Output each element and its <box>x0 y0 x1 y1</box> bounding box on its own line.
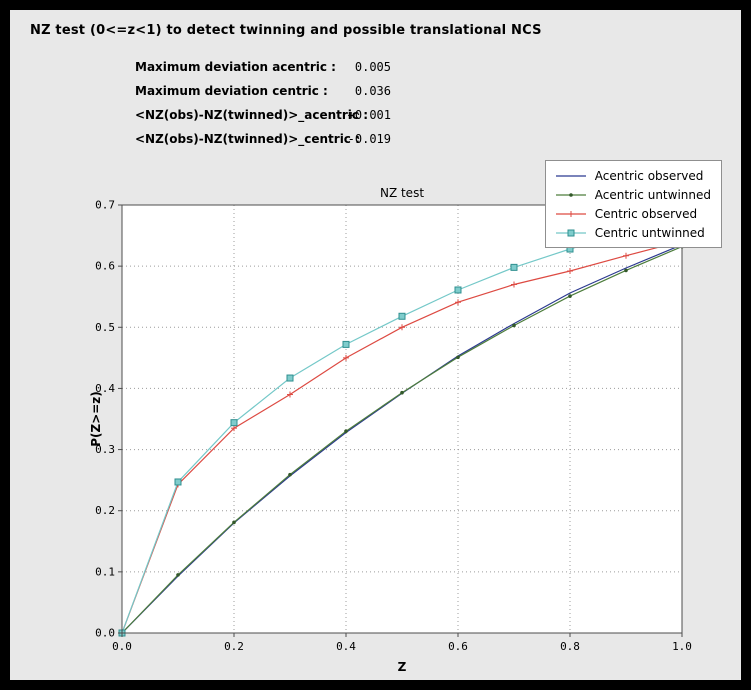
stat-label: Maximum deviation acentric : <box>135 60 336 74</box>
chart-legend: Acentric observed Acentric untwinned Centr… <box>544 160 722 248</box>
legend-label: Acentric observed <box>594 168 704 183</box>
legend-line-sample <box>555 210 586 217</box>
plot-area <box>122 205 682 633</box>
legend-label: Acentric untwinned <box>594 187 711 202</box>
stat-value: +0.001 <box>347 108 391 122</box>
plot-border <box>121 204 683 634</box>
legend-line-sample <box>555 174 586 177</box>
stat-row: Maximum deviation centric : 0.036 <box>135 78 391 102</box>
chart-title: NZ test <box>380 186 424 200</box>
y-tick-label: 0.3 <box>95 443 115 456</box>
nz-test-chart: 0.0 0.2 0.4 0.6 0.8 1.0 0.0 0.1 0.2 0.3 0.4 0.5 0.6 0… <box>90 186 692 674</box>
x-axis-label: Z <box>398 660 407 674</box>
legend-item: Acentric observed <box>554 166 711 185</box>
y-tick-label: 0.7 <box>95 199 115 212</box>
y-tick-label: 0.4 <box>95 382 115 395</box>
legend-item: Centric untwinned <box>554 223 711 242</box>
legend-label: Centric untwinned <box>594 225 705 240</box>
x-tick-label: 0.0 <box>112 640 132 653</box>
stat-row: <NZ(obs)-NZ(twinned)>_centric :-0.019 <box>135 126 391 150</box>
stat-label: <NZ(obs)-NZ(twinned)>_acentric : <box>135 108 368 122</box>
page-title: NZ test (0<=z<1) to detect twinning and … <box>30 23 542 38</box>
x-tick-label: 0.2 <box>224 640 244 653</box>
x-tick-label: 0.4 <box>336 640 356 653</box>
x-tick-label: 1.0 <box>672 640 692 653</box>
stats-block: Maximum deviation acentric : 0.005 Maximu… <box>135 54 391 150</box>
y-tick-label: 0.2 <box>95 504 115 517</box>
y-tick-label: 0.0 <box>95 627 115 640</box>
plot-window-panel: NZ test (0<=z<1) to detect twinning and … <box>10 10 741 680</box>
x-tick-label: 0.6 <box>448 640 468 653</box>
legend-item: Centric observed <box>554 204 711 223</box>
y-tick-label: 0.1 <box>95 565 115 578</box>
stat-row: <NZ(obs)-NZ(twinned)>_acentric :+0.001 <box>135 102 391 126</box>
stat-row: Maximum deviation acentric : 0.005 <box>135 54 391 78</box>
legend-line-sample <box>555 229 586 236</box>
stat-label: <NZ(obs)-NZ(twinned)>_centric : <box>135 132 360 146</box>
y-axis-label: P(Z>=z) <box>90 391 103 447</box>
y-tick-label: 0.5 <box>95 321 115 334</box>
stat-value: 0.036 <box>354 84 391 98</box>
stat-value: 0.005 <box>354 60 391 74</box>
stat-label: Maximum deviation centric : <box>135 84 328 98</box>
legend-label: Centric observed <box>594 206 698 221</box>
stat-value: -0.019 <box>347 132 391 146</box>
legend-line-sample <box>555 192 586 197</box>
legend-item: Acentric untwinned <box>554 185 711 204</box>
y-tick-label: 0.6 <box>95 260 115 273</box>
x-tick-label: 0.8 <box>560 640 580 653</box>
